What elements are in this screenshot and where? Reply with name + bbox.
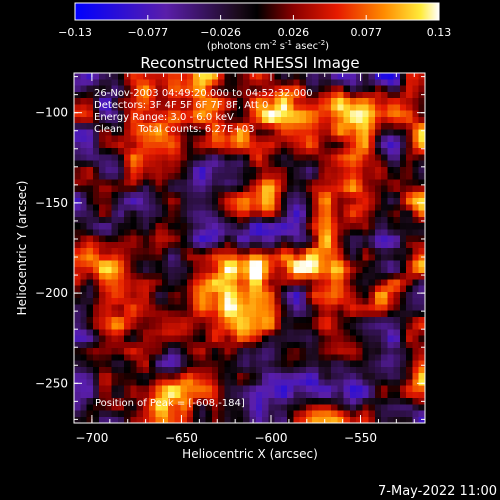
y-tick-label: −250 <box>35 376 68 390</box>
x-tick-label: −700 <box>75 431 108 445</box>
x-tick-label: −650 <box>165 431 198 445</box>
colorbar-tick-label: 0.077 <box>350 26 382 39</box>
y-axis-label: Heliocentric Y (arcsec) <box>15 181 29 316</box>
y-tick-label: −200 <box>35 286 68 300</box>
annotation-peak: Position of Peak = [-608,-184] <box>95 398 245 409</box>
colorbar-tick-label: 0.13 <box>427 26 452 39</box>
x-tick-label: −600 <box>255 431 288 445</box>
plot-frame <box>73 72 426 424</box>
x-tick-label: −550 <box>344 431 377 445</box>
annotation-energy: Energy Range: 3.0 - 6.0 keV <box>94 112 234 123</box>
annotation-detectors: Detectors: 3F 4F 5F 6F 7F 8F, Att 0 <box>94 100 268 111</box>
colorbar-ticks: −0.13 −0.077 −0.026 0.026 0.077 0.13 <box>58 15 451 39</box>
colorbar <box>74 2 440 21</box>
colorbar-tick-label: 0.026 <box>278 26 310 39</box>
axis-ticks: −700 −650 −600 −550 −100 −150 −200 −250 <box>35 73 425 445</box>
y-tick-label: −100 <box>35 106 68 120</box>
colorbar-tick-label: −0.077 <box>127 26 168 39</box>
annotation-time-range: 26-Nov-2003 04:49:20.000 to 04:52:32.000 <box>94 88 313 99</box>
heatmap-image <box>74 73 425 423</box>
colorbar-units: (photons cm-2 s-1 asec-2) <box>207 39 329 52</box>
y-tick-label: −150 <box>35 196 68 210</box>
chart-title: Reconstructed RHESSI Image <box>140 54 359 72</box>
colorbar-tick-label: −0.026 <box>200 26 241 39</box>
colorbar-tick-label: −0.13 <box>58 26 92 39</box>
footer-date: 7-May-2022 11:00 <box>378 484 497 499</box>
x-axis-label: Heliocentric X (arcsec) <box>182 447 318 461</box>
annotation-counts: Clean Total counts: 6.27E+03 <box>94 124 254 135</box>
